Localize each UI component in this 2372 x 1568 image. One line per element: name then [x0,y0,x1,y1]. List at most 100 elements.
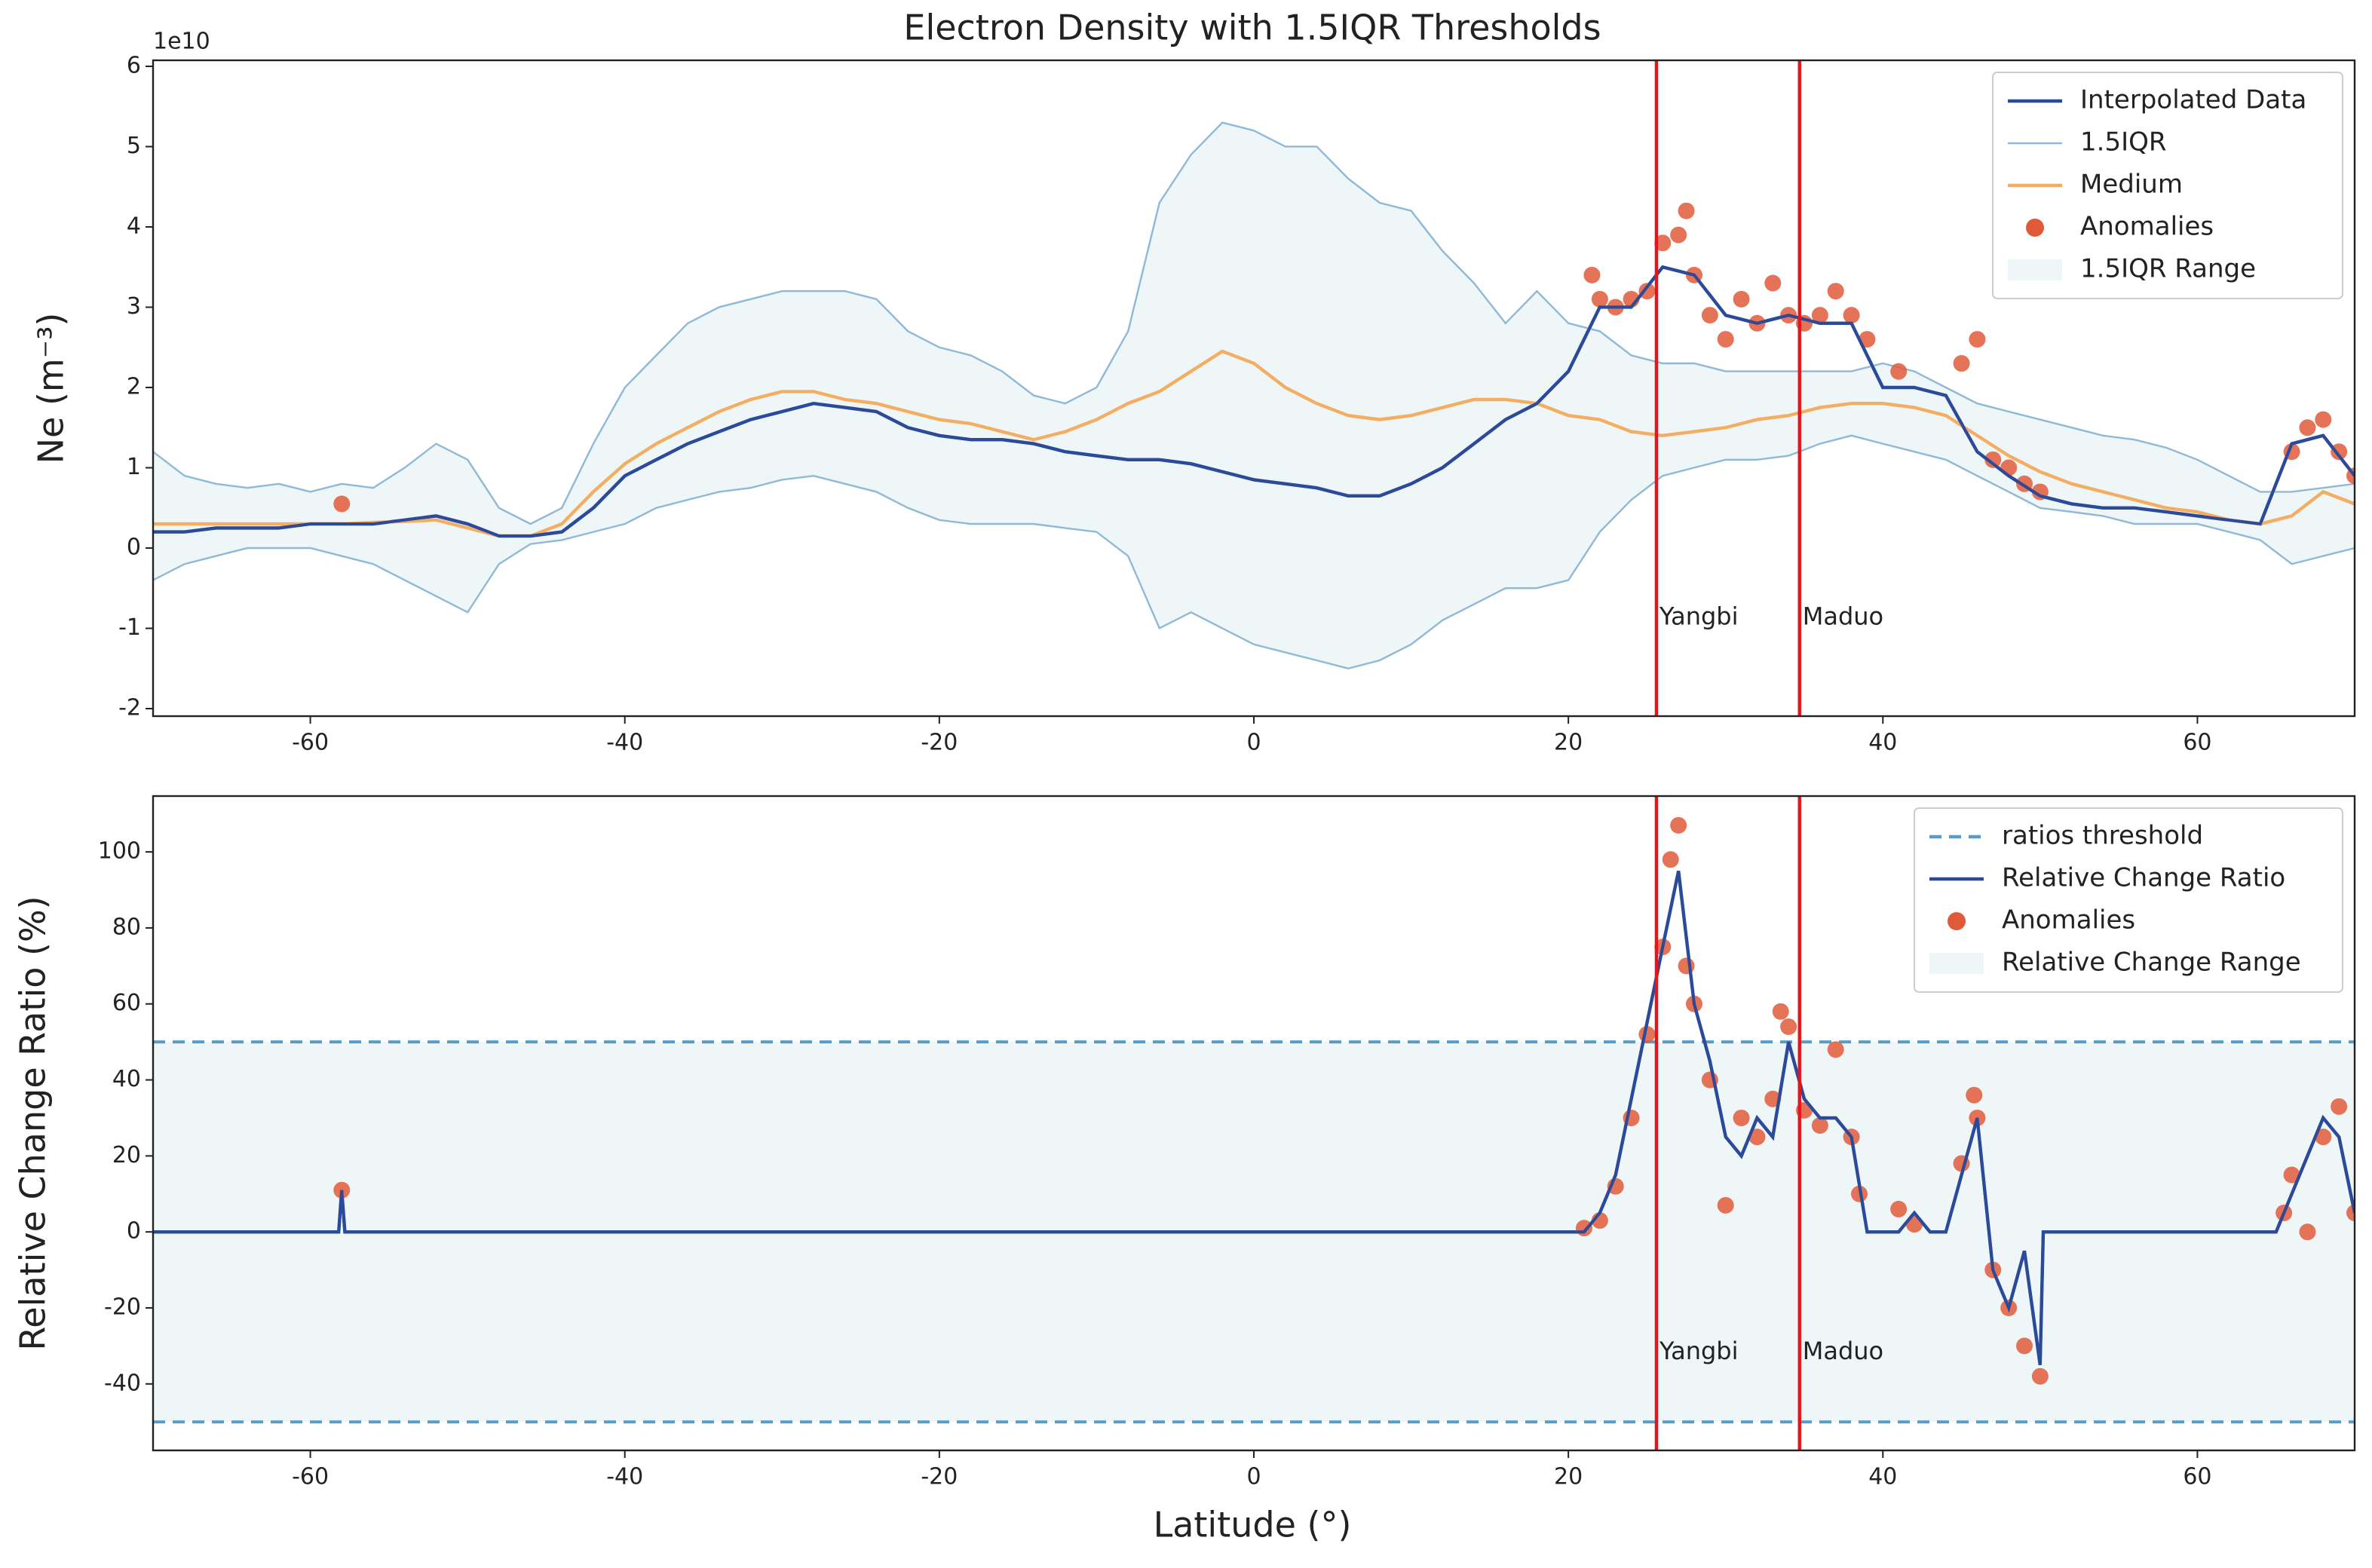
anomaly [1591,290,1608,308]
x-tick-label: 60 [2183,1464,2211,1490]
y-tick-label: 2 [127,373,141,400]
plot-area [153,816,2355,1424]
anomaly [2283,1166,2300,1184]
y-tick-label: -2 [118,694,141,721]
anomaly [1780,1018,1797,1035]
x-axis-label: Latitude (°) [1154,1505,1352,1545]
y-tick-label: 60 [112,990,141,1016]
anomaly [2299,1223,2316,1241]
legend-label: Anomalies [2080,212,2214,242]
legend-label: Interpolated Data [2080,85,2306,115]
event-label: Maduo [1803,602,1883,631]
legend-label: ratios threshold [2002,821,2203,851]
event-label: Maduo [1803,1337,1883,1365]
anomaly [1811,307,1828,324]
anomaly [1733,290,1750,308]
y-tick-label: 20 [112,1142,141,1168]
anomaly [333,495,351,513]
x-tick-label: 0 [1246,1464,1261,1490]
anomaly [2000,459,2018,476]
x-tick-label: -60 [292,730,329,756]
anomaly [1890,363,1908,380]
y-tick-label: 6 [127,52,141,78]
anomaly [1859,331,1876,348]
anomaly [1851,1185,1868,1202]
anomaly [1717,331,1734,348]
legend-marker [2026,219,2044,237]
anomaly [1678,202,1695,219]
legend-label: 1.5IQR Range [2080,254,2256,284]
y-tick-label: -40 [104,1370,141,1396]
x-tick-label: 60 [2183,730,2211,756]
legend-marker [1948,912,1966,930]
anomaly [1670,226,1687,243]
anomaly [1811,1117,1828,1135]
anomaly [1953,355,1970,372]
y-tick-label: 40 [112,1066,141,1092]
y-offset-label: 1e10 [153,29,210,55]
y-tick-label: -1 [118,614,141,641]
y-tick-label: 5 [127,133,141,159]
anomaly [2016,1337,2033,1355]
plot-area [153,121,2355,670]
anomaly [1843,307,1860,324]
y-axis-label: Ne (m⁻³) [31,313,72,464]
x-tick-label: 20 [1554,730,1583,756]
legend-label: 1.5IQR [2080,127,2166,158]
anomaly [1701,307,1718,324]
x-tick-label: -20 [921,730,958,756]
anomaly [2331,443,2348,461]
event-label: Yangbi [1659,602,1739,631]
y-tick-label: 100 [98,838,141,865]
anomaly [1733,1109,1750,1126]
anomaly [1717,1196,1734,1214]
legend-label: Relative Change Range [2002,948,2301,978]
anomaly [1654,234,1672,252]
anomaly [1576,1220,1592,1237]
y-axis-label: Relative Change Ratio (%) [13,896,54,1350]
legend-box [1992,72,2343,299]
anomaly [2315,1129,2332,1146]
y-tick-label: -20 [104,1294,141,1320]
anomaly [1772,1003,1789,1020]
x-tick-label: 20 [1554,1464,1583,1490]
anomaly [1638,283,1656,300]
legend-label: Relative Change Ratio [2002,863,2285,893]
anomaly [2031,1367,2049,1385]
anomaly [1764,274,1782,292]
x-tick-label: -40 [606,1464,643,1490]
y-tick-label: 1 [127,454,141,480]
x-tick-label: -40 [606,730,643,756]
x-tick-label: 40 [1868,1464,1897,1490]
legend-marker [2008,259,2062,280]
anomaly [1984,451,2002,468]
y-tick-label: 0 [127,534,141,560]
legend-label: Medium [2080,170,2183,200]
data-line [153,265,2355,537]
legend-label: Anomalies [2002,905,2135,936]
iqr-line [153,121,2355,525]
anomaly [2331,1098,2348,1115]
anomaly [1969,331,1986,348]
x-tick-label: -20 [921,1464,958,1490]
anomaly [1827,283,1844,300]
y-tick-label: 4 [127,213,141,239]
y-tick-label: 3 [127,293,141,320]
anomaly [2299,419,2316,436]
legend-marker [1929,953,1984,974]
anomaly [2315,411,2332,428]
iqr-line [153,434,2355,670]
anomaly [1748,1129,1766,1146]
event-label: Yangbi [1659,1337,1739,1365]
chart-title: Electron Density with 1.5IQR Thresholds [903,8,1601,48]
y-tick-label: 0 [127,1218,141,1245]
anomaly [1827,1041,1844,1058]
anomaly [1662,851,1679,868]
x-tick-label: -60 [292,1464,329,1490]
anomaly [1678,957,1695,975]
x-tick-label: 40 [1868,730,1897,756]
anomaly [1966,1086,1983,1104]
anomaly [1890,1200,1908,1217]
